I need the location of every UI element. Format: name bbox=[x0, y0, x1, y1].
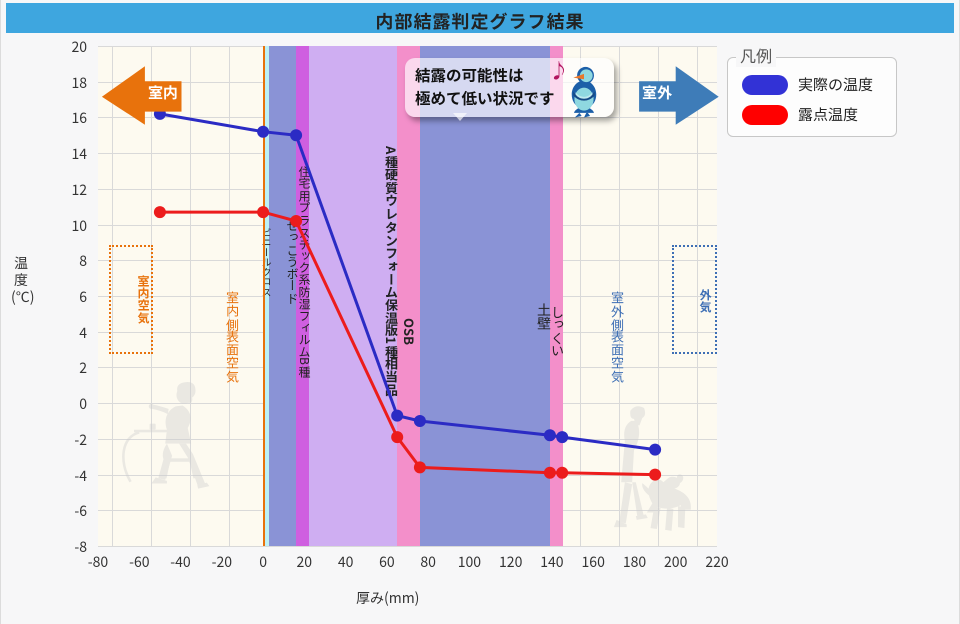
svg-text:室外: 室外 bbox=[642, 82, 673, 103]
svg-text:♪: ♪ bbox=[549, 58, 569, 84]
